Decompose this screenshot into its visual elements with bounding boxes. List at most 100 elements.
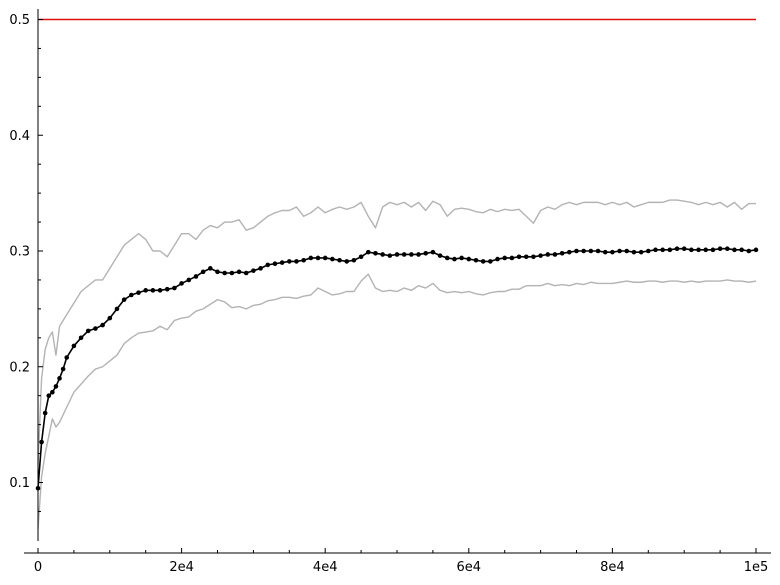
mean-data-point: [222, 270, 227, 276]
x-tick-label: 0: [34, 560, 42, 575]
mean-data-point: [753, 247, 759, 253]
mean-data-point: [559, 251, 565, 256]
mean-data-point: [380, 252, 385, 257]
mean-data-point: [653, 247, 658, 253]
y-tick-label: 0.3: [9, 245, 30, 260]
mean-data-point: [574, 248, 579, 254]
mean-data-point: [488, 259, 493, 264]
mean-data-point: [46, 393, 52, 398]
mean-data-point: [373, 251, 378, 256]
mean-data-point: [689, 247, 694, 253]
mean-data-point: [251, 268, 256, 273]
mean-data-point: [50, 389, 55, 395]
mean-data-point: [315, 255, 321, 261]
mean-data-point: [265, 262, 271, 268]
mean-data-point: [42, 410, 48, 416]
mean-data-point: [631, 249, 637, 255]
mean-data-point: [452, 256, 457, 262]
mean-data-point: [588, 248, 594, 254]
mean-data-point: [279, 260, 285, 265]
mean-data-point: [646, 248, 651, 254]
mean-data-point: [595, 248, 601, 254]
mean-data-point: [301, 257, 306, 263]
mean-data-point: [610, 249, 615, 255]
mean-data-point: [53, 384, 59, 389]
mean-data-point: [667, 247, 673, 253]
mean-data-point: [39, 439, 44, 445]
mean-data-point: [229, 270, 235, 276]
mean-data-point: [538, 253, 543, 258]
mean-data-point: [85, 328, 91, 334]
mean-data-point: [236, 269, 242, 275]
mean-data-point: [459, 255, 464, 261]
mean-data-point: [602, 249, 608, 255]
x-tick-label: 4e4: [313, 560, 338, 575]
x-tick-label: 6e4: [457, 560, 482, 575]
mean-data-point: [444, 255, 450, 261]
mean-data-point: [416, 252, 421, 257]
mean-data-point: [581, 248, 586, 254]
mean-data-point: [674, 246, 680, 251]
mean-data-point: [394, 252, 400, 257]
mean-data-point: [344, 259, 350, 264]
mean-data-point: [337, 257, 342, 263]
mean-data-point: [272, 261, 278, 267]
mean-data-point: [330, 256, 335, 262]
mean-data-point: [617, 248, 622, 254]
mean-data-point: [567, 249, 572, 255]
mean-data-point: [57, 376, 62, 381]
mean-data-point: [495, 256, 500, 262]
mean-data-point: [638, 249, 644, 255]
mean-data-point: [480, 259, 486, 264]
mean-data-point: [552, 252, 558, 257]
mean-data-point: [423, 251, 429, 256]
mean-data-point: [502, 255, 508, 261]
mean-series-layer: [35, 246, 759, 491]
mean-data-point: [746, 248, 752, 254]
mean-data-point: [308, 255, 314, 261]
mean-data-point: [157, 288, 163, 293]
mean-data-point: [287, 259, 292, 264]
mean-data-point: [164, 286, 170, 292]
mean-data-point: [107, 315, 113, 321]
mean-data-point: [724, 246, 730, 251]
mean-data-point: [409, 252, 414, 257]
mean-data-point: [186, 277, 192, 283]
mean-data-point: [179, 281, 184, 286]
mean-data-point: [387, 253, 393, 258]
x-tick-label: 8e4: [600, 560, 625, 575]
mean-data-point: [703, 247, 709, 253]
mean-data-point: [545, 252, 551, 257]
mean-data-point: [215, 269, 220, 275]
mean-data-point: [294, 259, 299, 264]
mean-data-point: [100, 322, 105, 328]
y-tick-label: 0.2: [9, 360, 30, 375]
y-tick-label: 0.4: [9, 129, 30, 144]
mean-data-point: [401, 252, 407, 257]
mean-data-point: [60, 366, 66, 372]
x-tick-label: 2e4: [169, 560, 194, 575]
mean-data-point: [351, 257, 357, 263]
mean-data-point: [466, 256, 472, 262]
mean-data-point: [143, 288, 148, 293]
tick-labels: 0 2e4 4e4 6e4 8e4 1e5 0.1 0.2 0.3 0.4 0.5: [9, 13, 768, 575]
mean-data-point: [681, 246, 687, 251]
mean-data-point: [717, 246, 723, 251]
mean-data-point: [129, 292, 134, 298]
mean-data-point: [430, 249, 436, 255]
mean-data-point: [437, 253, 443, 258]
mean-data-point: [322, 255, 328, 261]
mean-data-point: [172, 285, 177, 291]
mean-data-point: [660, 247, 665, 253]
mean-data-point: [523, 254, 529, 260]
mean-data-point: [624, 248, 630, 254]
mean-data-point: [710, 247, 716, 253]
x-tick-label: 1e5: [744, 560, 769, 575]
mean-data-point: [78, 335, 84, 341]
mean-data-point: [121, 297, 127, 302]
mean-data-point: [208, 266, 213, 271]
mean-data-point: [531, 254, 536, 260]
tick-marks: [37, 19, 757, 553]
mean-data-point: [516, 254, 522, 260]
